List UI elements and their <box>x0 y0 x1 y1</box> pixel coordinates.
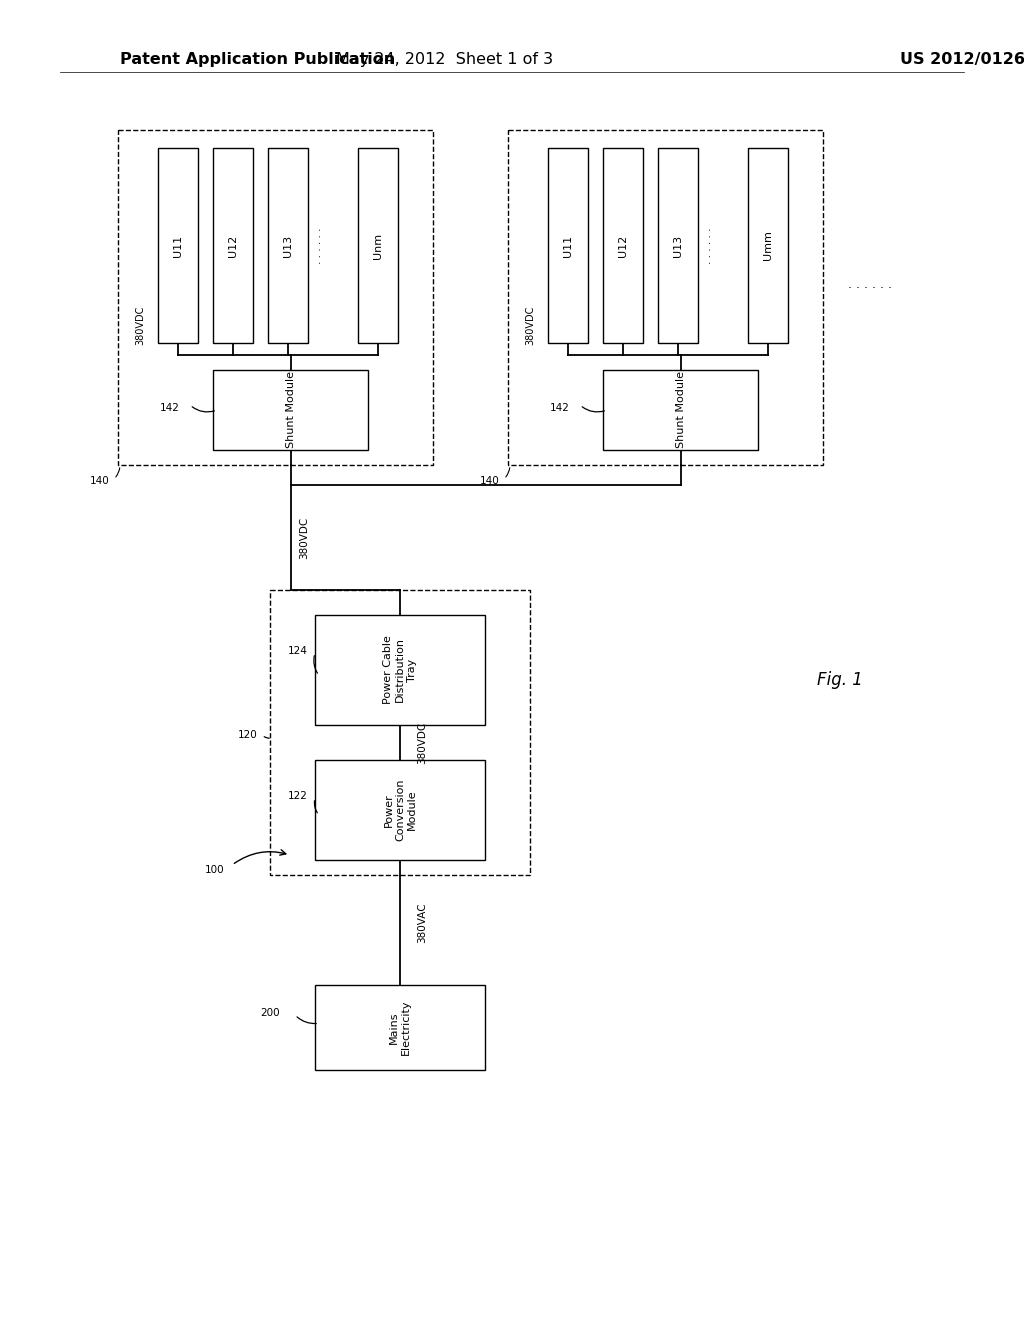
Text: Fig. 1: Fig. 1 <box>817 671 863 689</box>
Text: 140: 140 <box>90 477 110 486</box>
Text: Shunt Module: Shunt Module <box>676 371 685 449</box>
Text: Mains
Electricity: Mains Electricity <box>389 999 411 1055</box>
Text: Shunt Module: Shunt Module <box>286 371 296 449</box>
Text: 120: 120 <box>239 730 258 741</box>
Text: Power
Conversion
Module: Power Conversion Module <box>383 779 417 841</box>
Bar <box>118 129 433 465</box>
Text: U12: U12 <box>228 235 238 256</box>
Text: 122: 122 <box>288 791 308 801</box>
Text: U13: U13 <box>283 235 293 256</box>
Text: 142: 142 <box>550 403 570 413</box>
Bar <box>603 148 643 343</box>
Bar <box>748 148 788 343</box>
Text: 142: 142 <box>160 403 180 413</box>
Text: 380VDC: 380VDC <box>299 516 309 558</box>
Text: 380VDC: 380VDC <box>417 721 427 764</box>
Text: Umm: Umm <box>763 231 773 260</box>
Bar <box>315 760 485 861</box>
Bar <box>548 148 588 343</box>
Text: U11: U11 <box>563 235 573 256</box>
Text: Patent Application Publication: Patent Application Publication <box>120 51 395 67</box>
Text: 380VDC: 380VDC <box>135 305 145 345</box>
Text: U11: U11 <box>173 235 183 256</box>
Bar <box>358 148 398 343</box>
Bar <box>268 148 308 343</box>
Bar <box>658 148 698 343</box>
Text: US 2012/0126617 A1: US 2012/0126617 A1 <box>900 51 1024 67</box>
Text: 124: 124 <box>288 645 308 656</box>
Text: 380VAC: 380VAC <box>417 902 427 942</box>
Text: 380VDC: 380VDC <box>525 305 535 345</box>
Bar <box>508 129 823 465</box>
Text: May 24, 2012  Sheet 1 of 3: May 24, 2012 Sheet 1 of 3 <box>337 51 554 67</box>
Bar <box>158 148 198 343</box>
Text: U12: U12 <box>618 235 628 256</box>
Text: 100: 100 <box>205 865 225 875</box>
Text: 200: 200 <box>260 1008 280 1018</box>
Bar <box>270 590 530 875</box>
Text: Power Cable
Distribution
Tray: Power Cable Distribution Tray <box>383 635 417 705</box>
Bar <box>213 148 253 343</box>
Text: U13: U13 <box>673 235 683 256</box>
Bar <box>315 985 485 1071</box>
Text: . . . . . .: . . . . . . <box>313 227 323 264</box>
Text: Unm: Unm <box>373 232 383 259</box>
Bar <box>315 615 485 725</box>
Bar <box>603 370 758 450</box>
Text: 140: 140 <box>480 477 500 486</box>
Text: . . . . . .: . . . . . . <box>703 227 713 264</box>
Bar <box>213 370 368 450</box>
Text: . . . . . .: . . . . . . <box>848 279 892 292</box>
